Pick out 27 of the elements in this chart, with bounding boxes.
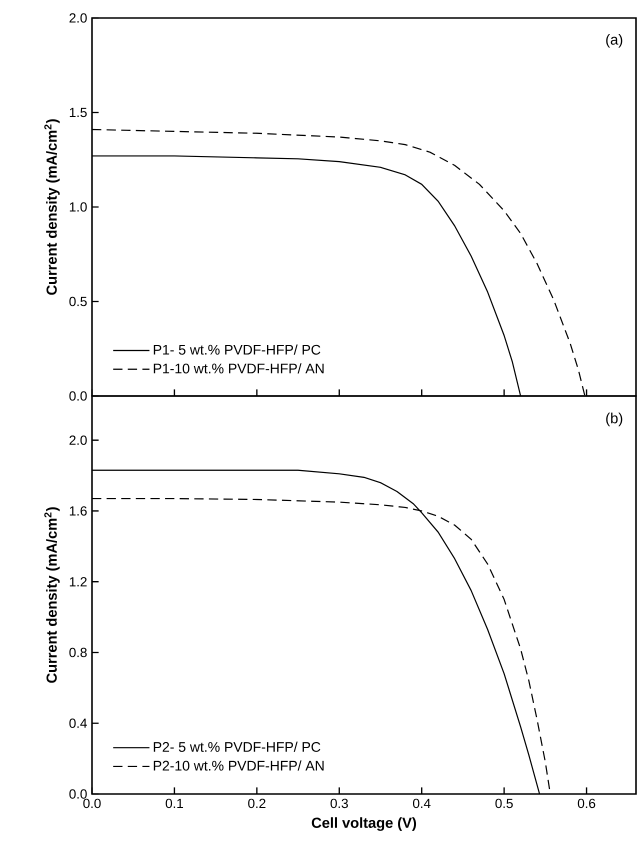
y-tick-label: 1.0 — [70, 202, 87, 212]
y-tick-label: 0.0 — [69, 391, 87, 401]
y-tick-label: 1.5 — [70, 108, 87, 118]
x-tick-label: 0.4 — [412, 798, 431, 808]
legend-label: P1- 5 wt.% PVDF-HFP/ PC — [154, 344, 320, 355]
x-axis-title: Cell voltage (V) — [312, 817, 416, 831]
y-tick-label: 2.0 — [70, 13, 87, 23]
legend-label: P1-10 wt.% PVDF-HFP/ AN — [154, 363, 324, 374]
y-axis-title: Current density (mA/cm$^{2}$) — [44, 507, 60, 683]
x-tick-label: 0.5 — [495, 798, 513, 808]
y-tick-label: 0.4 — [69, 718, 87, 728]
annotation: (a) — [606, 34, 622, 48]
y-tick-label: 1.2 — [70, 577, 87, 586]
x-tick-label: 0.6 — [578, 798, 596, 808]
annotation: (b) — [606, 412, 622, 426]
x-tick-label: 0.1 — [166, 798, 184, 808]
legend-label: P2-10 wt.% PVDF-HFP/ AN — [154, 760, 324, 771]
x-tick-label: 0.3 — [330, 798, 348, 808]
y-axis-title: Current density (mA/cm$^{2}$) — [44, 119, 60, 295]
x-tick-label: 0.2 — [248, 798, 266, 808]
x-tick-label: 0.0 — [83, 798, 101, 808]
y-tick-label: 0.8 — [69, 648, 87, 658]
y-tick-label: 0.5 — [69, 296, 87, 306]
y-tick-label: 0.0 — [69, 789, 87, 799]
y-tick-label: 2.0 — [70, 436, 87, 445]
y-tick-label: 1.6 — [70, 506, 87, 516]
legend-label: P2- 5 wt.% PVDF-HFP/ PC — [154, 742, 320, 752]
